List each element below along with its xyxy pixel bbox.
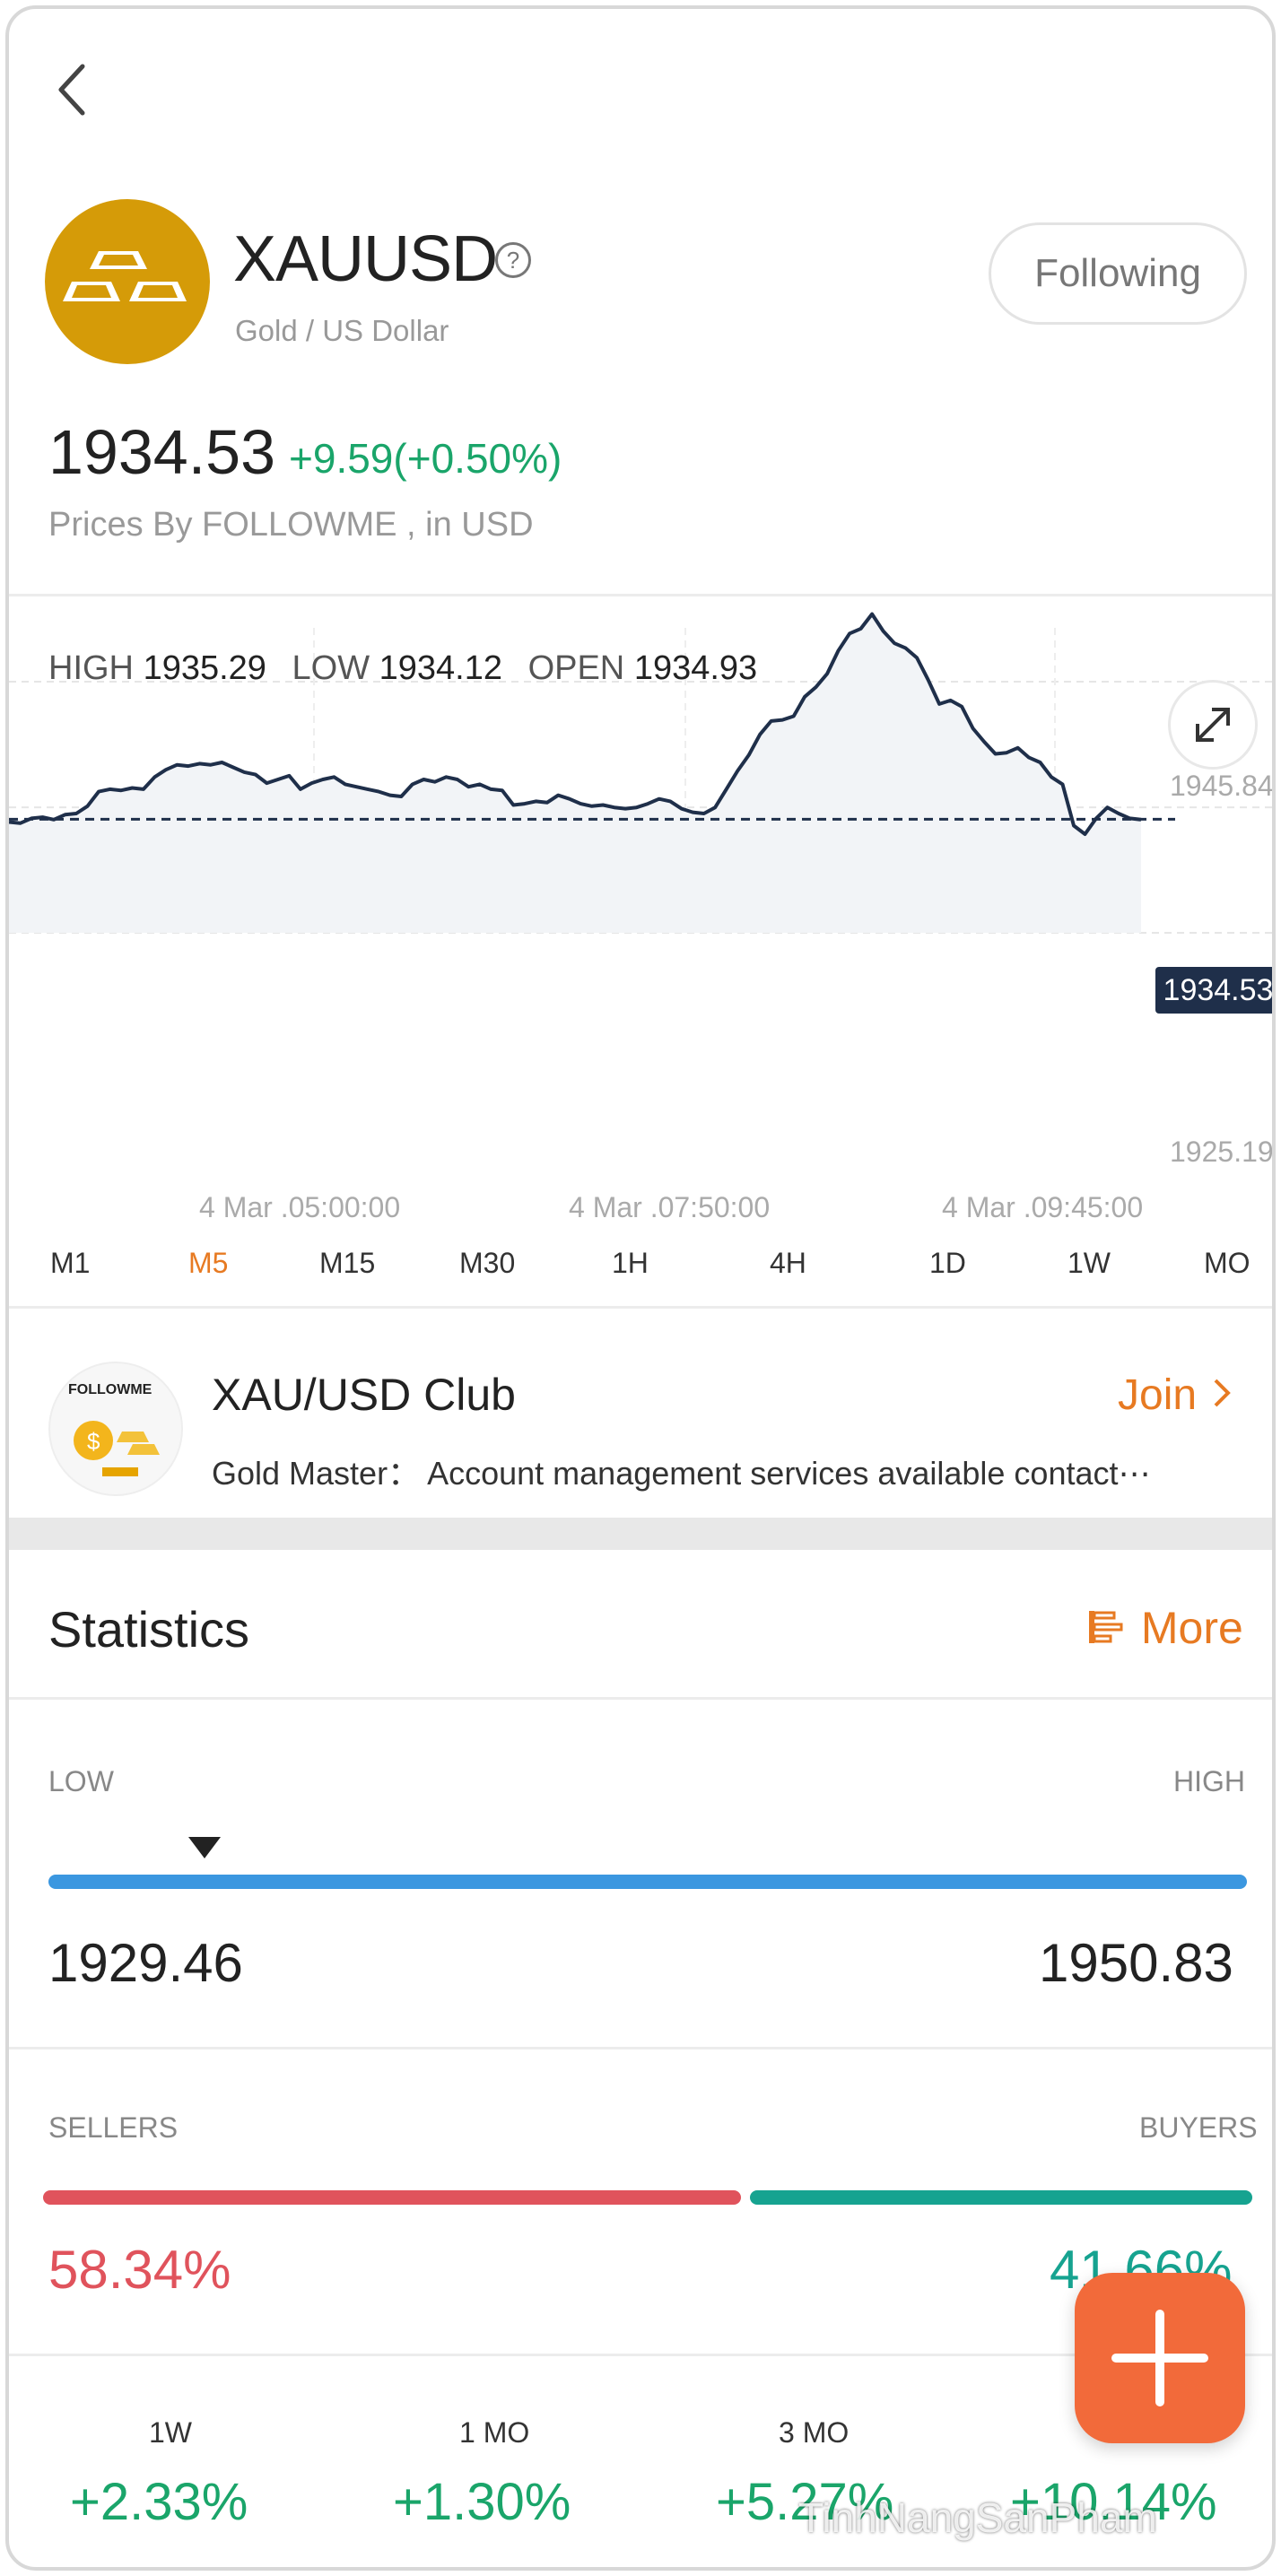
low-value: 1934.12 xyxy=(379,649,502,687)
club-name[interactable]: XAU/USD Club xyxy=(212,1370,516,1420)
chart-series-line xyxy=(9,612,1142,836)
high-value: 1935.29 xyxy=(143,649,266,687)
x-tick-label: 4 Mar .05:00:00 xyxy=(199,1191,401,1223)
x-tick-label: 4 Mar .07:50:00 xyxy=(569,1191,771,1223)
followme-club-logo[interactable]: FOLLOWME $ xyxy=(48,1362,183,1496)
symbol-logo xyxy=(45,199,210,364)
price-change: +9.59(+0.50%) xyxy=(289,435,562,482)
join-club-button[interactable]: Join xyxy=(1118,1371,1235,1420)
chevron-left-icon xyxy=(58,64,85,116)
section-divider xyxy=(9,2354,1272,2356)
expand-arrows-icon xyxy=(1196,708,1230,742)
add-fab-button[interactable] xyxy=(1075,2273,1245,2443)
range-high-value: 1950.83 xyxy=(1039,1933,1233,1993)
expand-chart-button[interactable] xyxy=(1168,680,1258,770)
range-marker xyxy=(187,1837,221,1858)
y-tick-label: 1925.19 xyxy=(1170,1136,1274,1168)
period-label: 3 MO xyxy=(779,2416,850,2449)
more-button[interactable]: More xyxy=(1085,1602,1243,1654)
plus-icon xyxy=(1111,2310,1208,2406)
period-change: +10.14% xyxy=(1010,2473,1217,2531)
svg-text:$: $ xyxy=(87,1428,100,1455)
sellers-bar xyxy=(43,2190,741,2205)
current-price-tag: 1934.53 xyxy=(1155,967,1272,1014)
range-low-label: LOW xyxy=(48,1765,114,1797)
section-divider xyxy=(9,1697,1272,1700)
watermark: TinhNangSanPham xyxy=(798,2494,1157,2541)
question-circle-icon[interactable]: ? xyxy=(495,242,531,278)
day-range-bar xyxy=(48,1875,1247,1889)
low-label: LOW xyxy=(292,649,370,687)
timeframe-tab-m5[interactable]: M5 xyxy=(188,1247,229,1279)
section-gap xyxy=(9,1518,1272,1550)
following-button[interactable]: Following xyxy=(989,222,1247,325)
open-label: OPEN xyxy=(527,649,625,687)
current-price: 1934.53 xyxy=(48,417,276,487)
timeframe-tab-m30[interactable]: M30 xyxy=(459,1247,516,1279)
period-change: +1.30% xyxy=(393,2473,571,2531)
club-logo-text: FOLLOWME xyxy=(68,1382,152,1397)
buyers-bar xyxy=(750,2190,1252,2205)
section-divider xyxy=(9,2047,1272,2049)
gold-bars-icon xyxy=(63,251,187,301)
timeframe-tab-1d[interactable]: 1D xyxy=(929,1247,966,1279)
timeframe-tab-1h[interactable]: 1H xyxy=(612,1247,649,1279)
section-divider xyxy=(9,1306,1272,1309)
y-tick-label: 1945.84 xyxy=(1170,770,1274,802)
back-button[interactable] xyxy=(45,54,99,126)
chart-area-fill xyxy=(9,614,1141,933)
sellers-label: SELLERS xyxy=(48,2111,179,2144)
list-icon xyxy=(1089,1611,1123,1643)
range-low-value: 1929.46 xyxy=(48,1933,243,1993)
symbol-title: XAUUSD xyxy=(233,223,498,295)
period-change: +5.27% xyxy=(716,2473,894,2531)
range-high-label: HIGH xyxy=(1173,1765,1245,1797)
x-tick-label: 4 Mar .09:45:00 xyxy=(942,1191,1144,1223)
statistics-title: Statistics xyxy=(48,1601,250,1658)
symbol-subname: Gold / US Dollar xyxy=(235,314,449,347)
price-source: Prices By FOLLOWME , in USD xyxy=(48,506,534,544)
period-label: 1 MO xyxy=(459,2416,530,2449)
high-label: HIGH xyxy=(48,649,134,687)
ohlc-row: HIGH 1935.29 LOW 1934.12 OPEN 1934.93 xyxy=(48,649,773,688)
club-logo-art: FOLLOWME $ xyxy=(68,1382,160,1476)
club-description: Gold Master： Account management services… xyxy=(212,1455,1151,1492)
period-label: 1W xyxy=(149,2416,192,2449)
join-label: Join xyxy=(1118,1371,1198,1419)
timeframe-tab-m1[interactable]: M1 xyxy=(50,1247,91,1279)
section-divider xyxy=(9,594,1272,596)
timeframe-tab-mo[interactable]: MO xyxy=(1204,1247,1250,1279)
app-screen: XAUUSD ? Gold / US Dollar Following 1934… xyxy=(5,5,1276,2571)
sellers-percent: 58.34% xyxy=(48,2240,231,2300)
timeframe-tab-m15[interactable]: M15 xyxy=(319,1247,376,1279)
timeframe-tab-4h[interactable]: 4H xyxy=(770,1247,806,1279)
chevron-right-icon xyxy=(1214,1379,1232,1407)
buyers-label: BUYERS xyxy=(1139,2111,1258,2144)
more-label: More xyxy=(1140,1603,1243,1653)
price-chart[interactable] xyxy=(9,601,1276,1229)
period-change: +2.33% xyxy=(70,2473,248,2531)
open-value: 1934.93 xyxy=(633,649,758,687)
timeframe-tab-1w[interactable]: 1W xyxy=(1068,1247,1111,1279)
